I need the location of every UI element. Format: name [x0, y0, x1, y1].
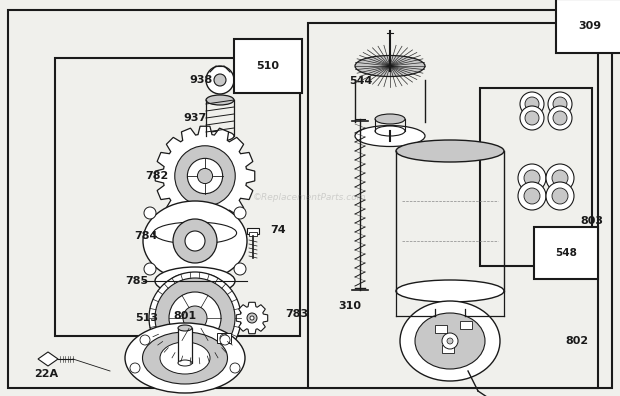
Circle shape [524, 170, 540, 186]
Text: 544: 544 [350, 76, 373, 86]
Circle shape [206, 66, 234, 94]
Circle shape [525, 97, 539, 111]
Ellipse shape [400, 301, 500, 381]
Text: 310: 310 [339, 301, 361, 311]
Ellipse shape [178, 360, 192, 366]
Ellipse shape [178, 325, 192, 331]
Text: ©ReplacementParts.com: ©ReplacementParts.com [253, 194, 367, 202]
Text: 548: 548 [555, 248, 577, 258]
Circle shape [149, 272, 241, 364]
Polygon shape [155, 126, 255, 226]
Circle shape [250, 316, 254, 320]
Ellipse shape [355, 55, 425, 76]
Circle shape [546, 164, 574, 192]
Circle shape [144, 207, 156, 219]
Circle shape [187, 158, 223, 194]
Circle shape [155, 278, 235, 358]
Circle shape [518, 164, 546, 192]
Circle shape [220, 335, 230, 345]
Ellipse shape [155, 267, 235, 295]
Circle shape [183, 306, 207, 330]
Bar [308, 23, 598, 388]
Circle shape [173, 219, 217, 263]
Circle shape [234, 263, 246, 275]
Circle shape [520, 106, 544, 130]
Ellipse shape [143, 332, 228, 384]
Bar [460, 321, 472, 329]
Text: 803: 803 [580, 216, 603, 226]
Ellipse shape [396, 140, 504, 162]
Bar [480, 88, 592, 266]
Text: 802: 802 [565, 336, 588, 346]
Text: 782: 782 [144, 171, 168, 181]
Text: 510: 510 [257, 61, 280, 71]
Ellipse shape [125, 323, 245, 393]
Circle shape [144, 263, 156, 275]
Circle shape [524, 188, 540, 204]
Polygon shape [236, 302, 268, 334]
Ellipse shape [396, 280, 504, 302]
Circle shape [546, 182, 574, 210]
Circle shape [548, 92, 572, 116]
Ellipse shape [160, 342, 210, 374]
Circle shape [220, 334, 228, 342]
Circle shape [447, 338, 453, 344]
Bar [55, 58, 300, 336]
Ellipse shape [375, 126, 405, 136]
Ellipse shape [186, 277, 204, 285]
Bar [435, 325, 447, 333]
Bar [442, 345, 454, 353]
Ellipse shape [355, 126, 425, 147]
Text: 938: 938 [190, 75, 213, 85]
Ellipse shape [375, 114, 405, 124]
Circle shape [548, 106, 572, 130]
Text: 309: 309 [578, 21, 601, 31]
Circle shape [553, 111, 567, 125]
Text: 513: 513 [135, 313, 158, 323]
Bar [249, 232, 257, 236]
Circle shape [247, 313, 257, 323]
Text: 785: 785 [125, 276, 148, 286]
Circle shape [234, 207, 246, 219]
Text: 784: 784 [135, 231, 158, 241]
Circle shape [140, 335, 150, 345]
Circle shape [130, 363, 140, 373]
Bar [217, 333, 231, 343]
Circle shape [169, 292, 221, 344]
Ellipse shape [153, 222, 237, 244]
Circle shape [525, 111, 539, 125]
Circle shape [520, 92, 544, 116]
Circle shape [230, 363, 240, 373]
Polygon shape [38, 352, 58, 366]
Circle shape [175, 146, 235, 206]
Circle shape [518, 182, 546, 210]
Bar [247, 228, 259, 234]
Ellipse shape [415, 313, 485, 369]
Circle shape [442, 333, 458, 349]
Circle shape [185, 231, 205, 251]
Ellipse shape [206, 95, 234, 105]
Text: 74: 74 [270, 225, 286, 235]
Text: 22A: 22A [34, 369, 58, 379]
Circle shape [552, 188, 568, 204]
Circle shape [197, 168, 213, 184]
Ellipse shape [143, 201, 247, 281]
Text: 801: 801 [174, 311, 197, 321]
Circle shape [553, 97, 567, 111]
Bar [178, 328, 192, 363]
Ellipse shape [206, 131, 234, 141]
Text: 937: 937 [184, 113, 207, 123]
Text: 783: 783 [285, 309, 308, 319]
Circle shape [552, 170, 568, 186]
Circle shape [214, 74, 226, 86]
Ellipse shape [171, 273, 219, 289]
